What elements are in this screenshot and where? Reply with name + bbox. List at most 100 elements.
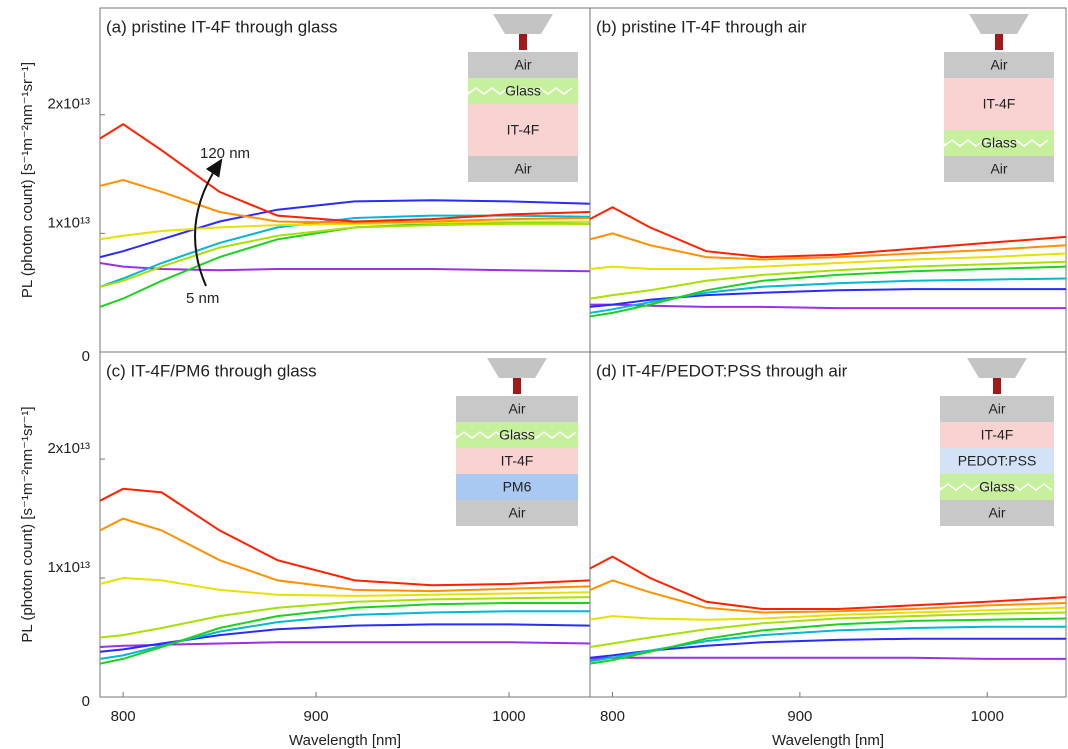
layer-label: Air [508, 505, 525, 521]
pl-curve [100, 262, 590, 273]
layer [944, 52, 1054, 78]
pl-curve [100, 221, 590, 308]
y-tick-label: 2x10¹³ [47, 96, 90, 113]
panel-title: (d) IT-4F/PEDOT:PSS through air [596, 361, 848, 380]
series-group [590, 555, 1066, 665]
layer [940, 448, 1054, 474]
pl-curve [590, 303, 1066, 310]
layer-label: Glass [981, 135, 1017, 151]
pl-curve [100, 610, 590, 660]
panel-title: (a) pristine IT-4F through glass [106, 17, 337, 36]
pl-curve [590, 265, 1066, 318]
pl-curve [590, 206, 1066, 259]
series-group [100, 123, 590, 308]
objective-tip [993, 378, 1001, 394]
x-tick-label: 1000 [971, 708, 1004, 725]
layer-label: Air [990, 161, 1007, 177]
y-tick-label: 1x10¹³ [47, 559, 90, 576]
objective-tip [519, 34, 527, 50]
layer-label: IT-4F [981, 427, 1014, 443]
layer [468, 104, 578, 156]
objective-tip [513, 378, 521, 394]
y-tick-label: 1x10¹³ [47, 214, 90, 231]
x-tick-label: 1000 [492, 708, 525, 725]
x-axis-label: Wavelength [nm] [772, 732, 884, 749]
pl-curve [100, 623, 590, 653]
pl-curve [590, 656, 1066, 660]
layer-label: PEDOT:PSS [958, 453, 1037, 469]
panel-title: (c) IT-4F/PM6 through glass [106, 361, 317, 380]
layer [944, 78, 1054, 130]
pl-curve [100, 576, 590, 597]
panel: 0 1x10¹³ 2x10¹³ PL (photon count) [s⁻¹m⁻²nm… [19, 7, 591, 365]
layer-label: IT-4F [501, 453, 534, 469]
layer-label: Air [990, 57, 1007, 73]
y-tick-label: 0 [82, 348, 90, 365]
series-group [100, 487, 590, 665]
layer-label: Air [508, 401, 525, 417]
layer [940, 500, 1054, 526]
x-tick-label: 800 [111, 708, 136, 725]
pl-curve [100, 220, 590, 241]
pl-curve [590, 625, 1066, 663]
layer-label: Air [514, 57, 531, 73]
pl-curve [100, 602, 590, 665]
pl-curve [590, 288, 1066, 308]
layer-label: Air [514, 161, 531, 177]
layer-label: Air [988, 505, 1005, 521]
layer [468, 52, 578, 78]
x-tick-label: 900 [304, 708, 329, 725]
layer [940, 422, 1054, 448]
glass-wave [455, 431, 577, 440]
pl-curve [100, 222, 590, 288]
objective-tip [995, 34, 1003, 50]
layer-label: IT-4F [507, 122, 540, 138]
pl-curve [100, 487, 590, 587]
pl-curve [590, 232, 1066, 261]
glass-wave [939, 483, 1053, 492]
annotation: 120 nm [200, 145, 250, 162]
panel: 0 1x10¹³ 2x10¹³ 800 900 1000 Wavelength [nm] PL… [19, 351, 591, 749]
layer-label: Glass [505, 83, 541, 99]
pl-curve [590, 579, 1066, 614]
pl-curve [100, 596, 590, 639]
pl-curve [590, 252, 1066, 270]
y-axis-label: PL (photon count) [s⁻¹m⁻²nm⁻¹sr⁻¹] [19, 406, 36, 642]
layer [456, 448, 578, 474]
layer-label: Glass [979, 479, 1015, 495]
pl-curve [590, 277, 1066, 314]
y-tick-label: 2x10¹³ [47, 440, 90, 457]
pl-curve [100, 199, 590, 259]
y-tick-label: 0 [82, 693, 90, 710]
pl-curve [100, 123, 590, 223]
layer [944, 156, 1054, 182]
pl-curve [100, 641, 590, 648]
layer-label: Air [988, 401, 1005, 417]
layer [456, 500, 578, 526]
thickness-arrow [194, 158, 223, 287]
layer [468, 156, 578, 182]
objective-lens [967, 358, 1027, 378]
pl-curve [590, 611, 1066, 648]
glass-wave [467, 87, 573, 96]
y-axis-label: PL (photon count) [s⁻¹m⁻²nm⁻¹sr⁻¹] [19, 62, 36, 298]
objective-lens [487, 358, 547, 378]
panel-title: (b) pristine IT-4F through air [596, 17, 807, 36]
layer [456, 474, 578, 500]
pl-curve [590, 637, 1066, 659]
series-group [590, 206, 1066, 318]
x-tick-label: 900 [787, 708, 812, 725]
panel-frame [589, 351, 1067, 698]
annotation: 5 nm [186, 290, 219, 307]
pl-curve [590, 260, 1066, 300]
layer-label: Glass [499, 427, 535, 443]
objective-lens [493, 14, 553, 34]
layer [940, 396, 1054, 422]
panel: 800 900 1000 Wavelength [nm] (d) IT-4F/PEDOT… [589, 351, 1067, 749]
layer [456, 396, 578, 422]
x-tick-label: 800 [600, 708, 625, 725]
layer-label: IT-4F [983, 96, 1016, 112]
pl-curve [590, 555, 1066, 610]
pl-curve [100, 178, 590, 224]
